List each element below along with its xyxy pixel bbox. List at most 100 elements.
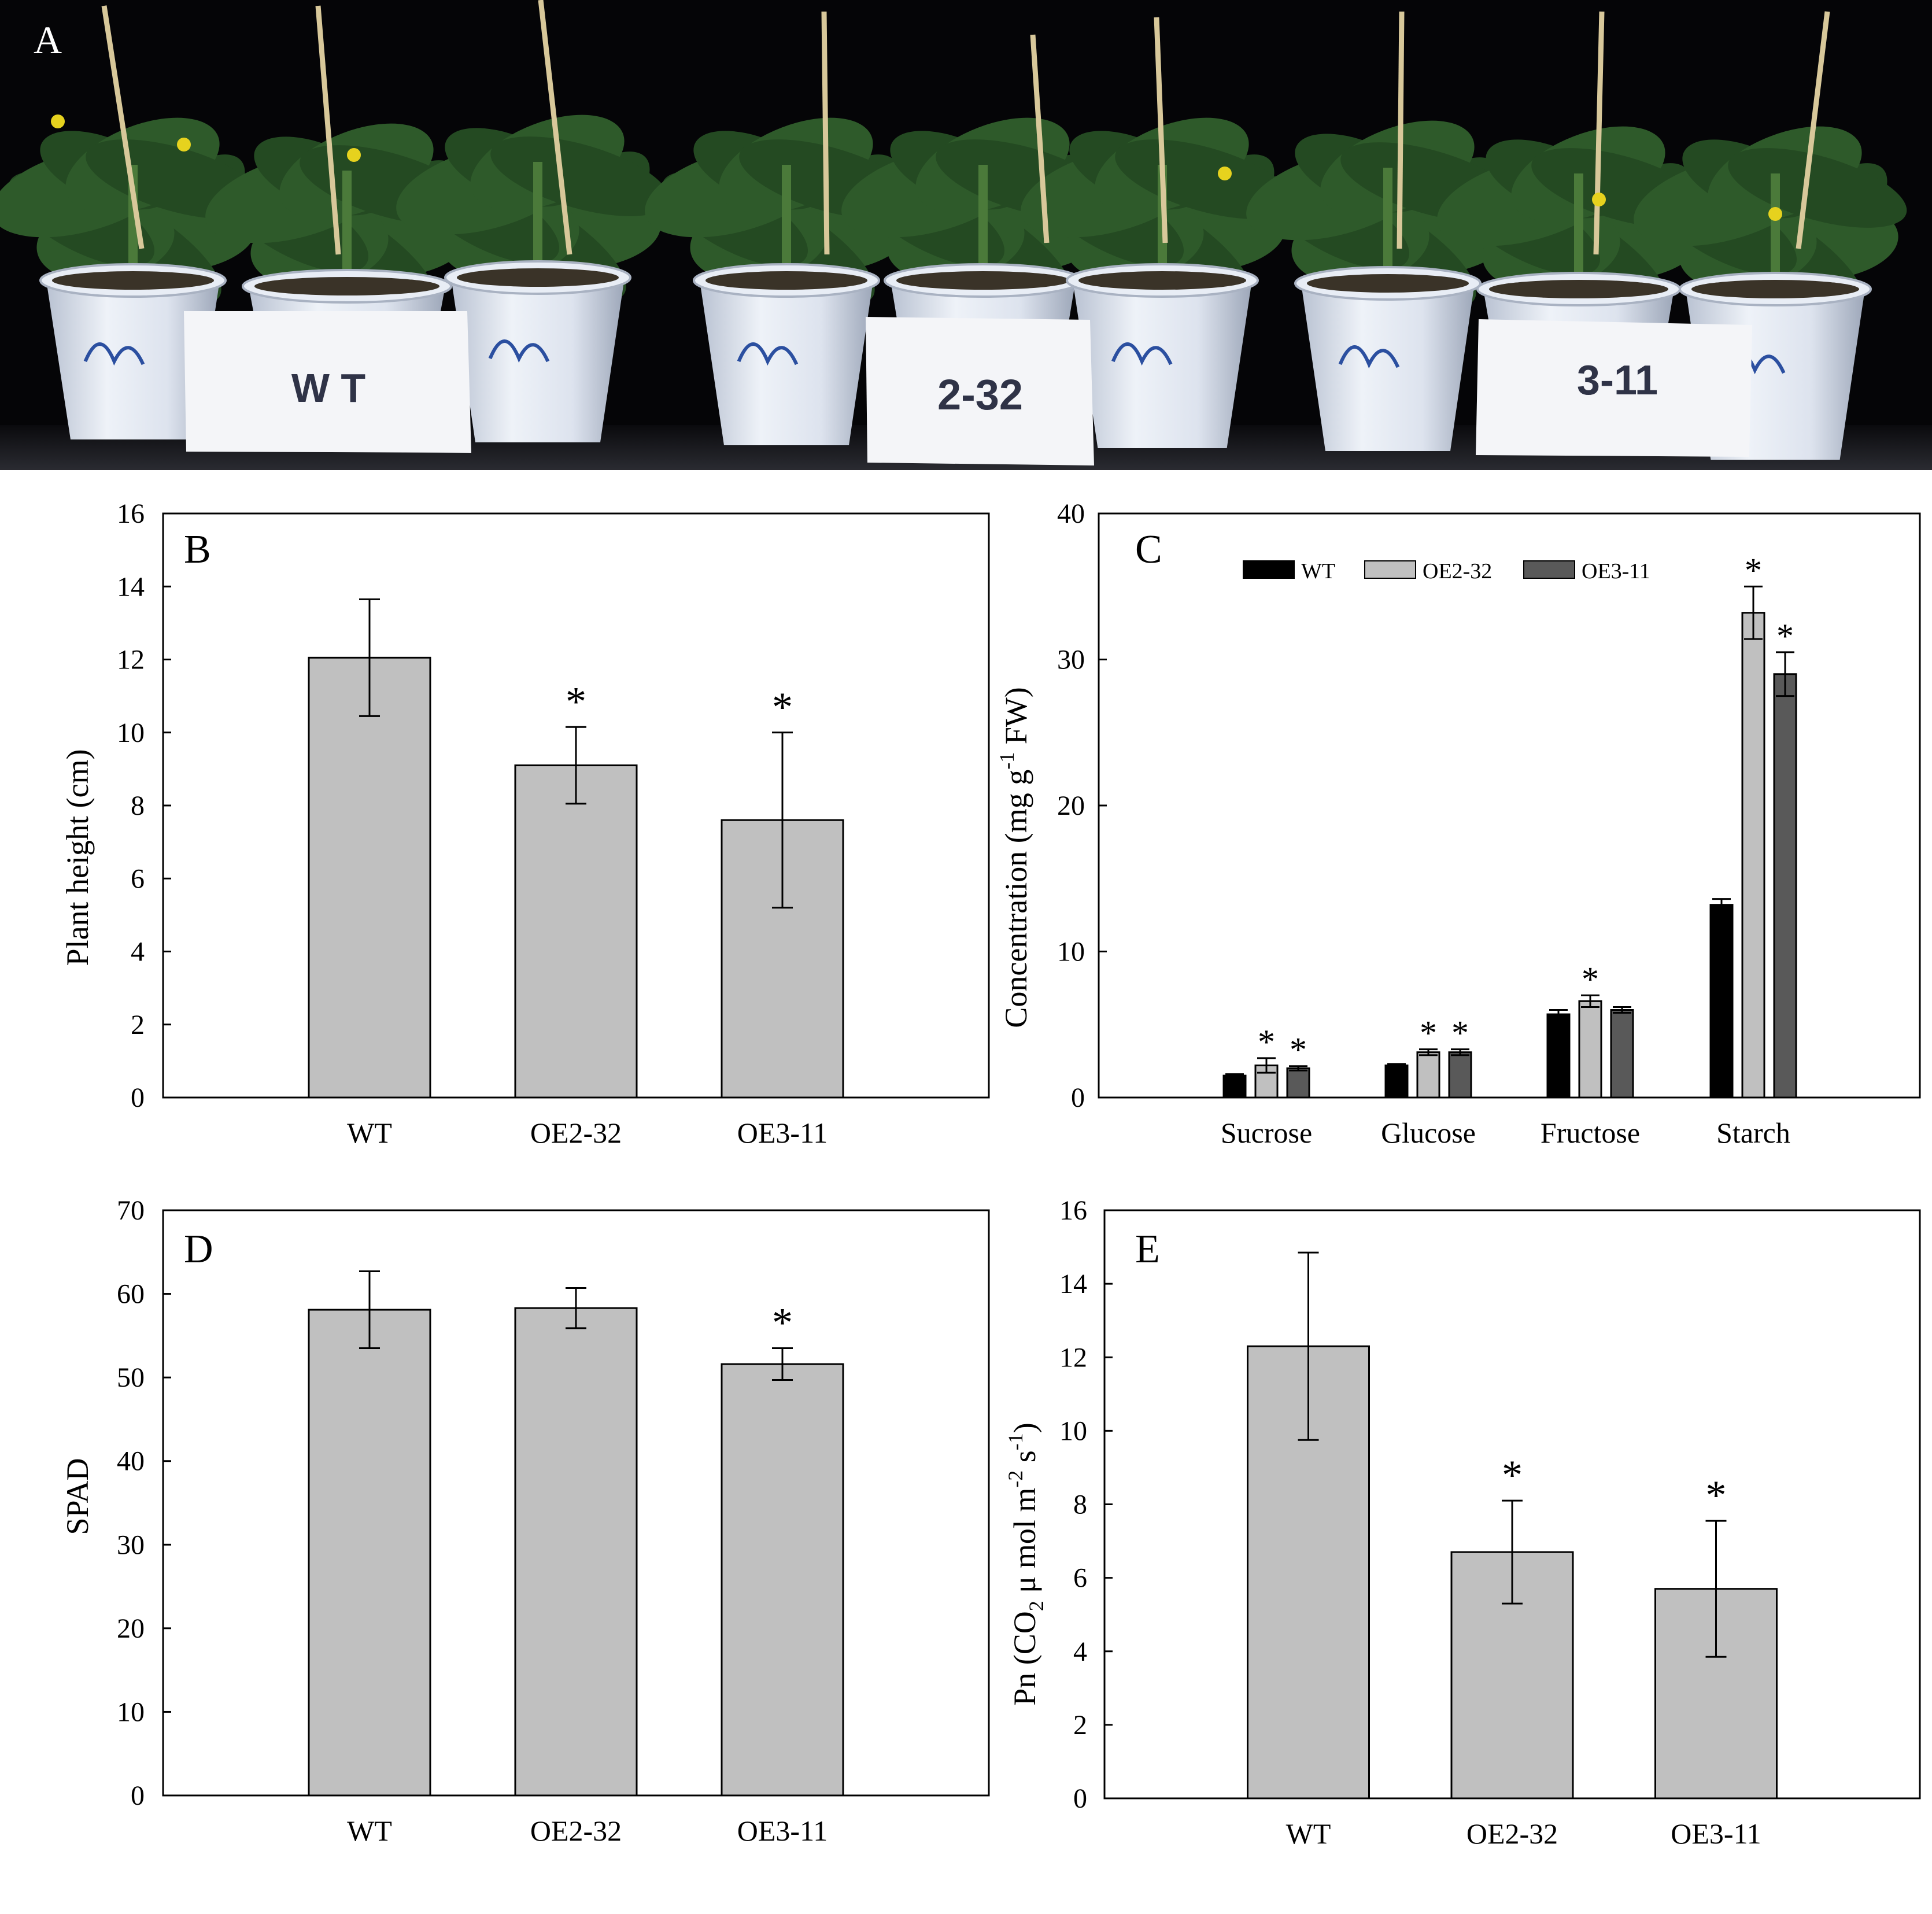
photo-panel: A W T 2-32 3-11 xyxy=(0,0,1932,470)
yellow-flower xyxy=(177,138,191,152)
bamboo-stake xyxy=(1030,34,1050,243)
pot-soil xyxy=(1078,271,1246,290)
y-tick-label: 14 xyxy=(1059,1269,1087,1299)
bar xyxy=(1448,1051,1472,1099)
y-tick-label: 4 xyxy=(131,937,145,967)
d-y-axis-label: SPAD xyxy=(60,1458,95,1535)
y-tick-label: 0 xyxy=(131,1082,145,1113)
pot-soil xyxy=(1307,274,1469,293)
x-tick-label: OE2-32 xyxy=(530,1117,622,1149)
x-tick-label: WT xyxy=(347,1815,392,1847)
significance-asterisk: * xyxy=(1290,1031,1307,1069)
y-tick-label: 40 xyxy=(117,1446,145,1477)
y-tick-label: 2 xyxy=(1073,1710,1087,1741)
x-tick-label: OE2-32 xyxy=(530,1815,622,1847)
yellow-flower xyxy=(1768,207,1782,221)
x-tick-label: OE3-11 xyxy=(737,1815,828,1847)
yellow-flower xyxy=(1218,167,1232,180)
significance-asterisk: * xyxy=(1258,1023,1275,1061)
y-tick-label: 2 xyxy=(131,1010,145,1040)
x-tick-label: Glucose xyxy=(1381,1117,1476,1149)
b-y-axis-label: Plant height (cm) xyxy=(60,749,95,966)
y-tick-label: 10 xyxy=(1059,1416,1087,1446)
label-card-2-32: 2-32 xyxy=(866,317,1094,465)
chart-panel-b: B Plant height (cm) 0 2 4 6 8 10 12 14 16 WT * OE2-… xyxy=(60,498,990,1149)
bamboo-stake xyxy=(315,5,341,255)
yellow-flower xyxy=(51,114,65,128)
bar xyxy=(1578,1000,1602,1099)
bamboo-stake xyxy=(101,5,145,249)
significance-asterisk: * xyxy=(772,684,793,730)
pot-motif xyxy=(83,342,145,366)
pot-soil xyxy=(457,268,619,287)
panel-letter-a: A xyxy=(34,18,62,62)
x-tick-label: Starch xyxy=(1716,1117,1790,1149)
bamboo-stake xyxy=(538,0,572,255)
label-card-3-11: 3-11 xyxy=(1476,319,1752,457)
y-tick-label: 14 xyxy=(117,571,145,602)
label-3-11: 3-11 xyxy=(1577,357,1658,404)
chart-panel-e: E Pn (CO2 μ mol m-2 s-1) 0 2 4 6 8 10 12 14 16 WT… xyxy=(1004,1195,1921,1850)
bamboo-stake xyxy=(821,11,830,255)
plant-foliage xyxy=(1634,126,1907,312)
bar xyxy=(1222,1074,1247,1099)
bar xyxy=(308,656,431,1099)
y-tick-label: 0 xyxy=(131,1780,145,1811)
pot-soil xyxy=(896,271,1070,290)
significance-asterisk: * xyxy=(1776,617,1794,655)
x-tick-label: WT xyxy=(1286,1817,1331,1850)
bar xyxy=(1416,1051,1440,1099)
bar xyxy=(1709,904,1734,1099)
y-tick-label: 12 xyxy=(117,645,145,675)
panel-letter-d: D xyxy=(184,1227,213,1272)
bar xyxy=(1741,612,1765,1099)
label-wt: W T xyxy=(291,365,365,411)
y-tick-label: 10 xyxy=(117,718,145,748)
flower-pot xyxy=(1301,283,1475,451)
significance-asterisk: * xyxy=(1502,1452,1523,1498)
y-tick-label: 30 xyxy=(1057,645,1085,675)
significance-asterisk: * xyxy=(1582,960,1599,998)
y-tick-label: 6 xyxy=(131,863,145,894)
y-tick-label: 8 xyxy=(131,790,145,821)
y-tick-label: 16 xyxy=(117,498,145,529)
leaf-shape xyxy=(490,136,670,216)
flower-pot xyxy=(700,280,873,445)
yellow-flower xyxy=(347,148,361,162)
x-tick-label: WT xyxy=(347,1117,392,1149)
charts-figure: B Plant height (cm) 0 2 4 6 8 10 12 14 16 WT * OE2-… xyxy=(60,498,1921,1850)
panel-letter-e: E xyxy=(1135,1227,1160,1272)
y-tick-label: 0 xyxy=(1071,1082,1085,1113)
significance-asterisk: * xyxy=(772,1300,793,1346)
bamboo-stake xyxy=(1397,11,1405,249)
significance-asterisk: * xyxy=(1420,1014,1437,1052)
c-y-axis-label: Concentration (mg g-1 FW) xyxy=(995,687,1033,1028)
y-tick-label: 70 xyxy=(117,1195,145,1226)
legend-label: WT xyxy=(1301,559,1335,583)
legend-swatch xyxy=(1364,560,1416,579)
e-y-axis-label: Pn (CO2 μ mol m-2 s-1) xyxy=(1004,1422,1048,1706)
bar xyxy=(1286,1067,1310,1099)
significance-asterisk: * xyxy=(566,678,586,725)
bar xyxy=(308,1309,431,1797)
x-tick-label: OE3-11 xyxy=(1671,1817,1761,1850)
y-tick-label: 20 xyxy=(1057,790,1085,821)
bar xyxy=(514,1307,638,1797)
y-tick-label: 8 xyxy=(1073,1490,1087,1520)
y-tick-label: 0 xyxy=(1073,1783,1087,1814)
significance-asterisk: * xyxy=(1706,1472,1727,1518)
bar xyxy=(1773,673,1797,1099)
bamboo-stake xyxy=(1796,11,1830,249)
leaf-shape xyxy=(1728,148,1907,228)
pot-soil xyxy=(1691,280,1859,298)
bar xyxy=(721,1363,844,1797)
pot-soil xyxy=(1489,280,1668,298)
x-tick-label: Fructose xyxy=(1541,1117,1640,1149)
x-tick-label: OE3-11 xyxy=(737,1117,828,1149)
legend-swatch xyxy=(1243,560,1295,579)
y-tick-label: 16 xyxy=(1059,1195,1087,1226)
y-tick-label: 30 xyxy=(117,1529,145,1560)
flower-pot xyxy=(451,278,625,442)
pot-soil xyxy=(52,271,214,290)
bar xyxy=(514,764,638,1099)
